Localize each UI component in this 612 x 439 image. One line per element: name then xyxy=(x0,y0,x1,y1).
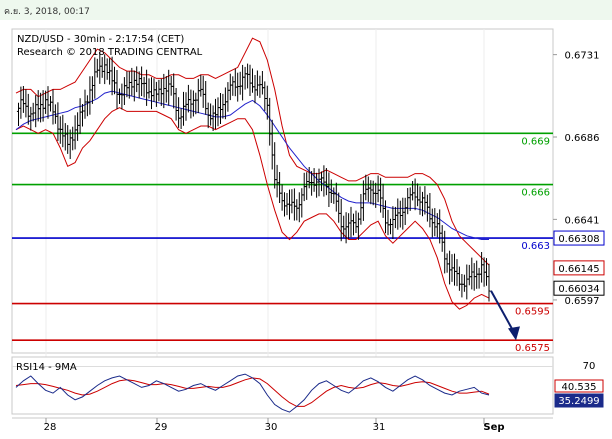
rsi-ma-badge-box xyxy=(554,379,604,393)
bollinger-upper-line xyxy=(15,37,490,266)
y-tick-label: 0.6597 xyxy=(565,296,600,307)
rsi-label: RSI14 - 9MA xyxy=(16,362,77,373)
timestamp-label: ค.ย. 3, 2018, 00:17 xyxy=(4,7,90,17)
rsi-level-tick: 70 xyxy=(583,361,596,372)
level-label: 0.669 xyxy=(521,136,550,147)
rsi-badge-box xyxy=(554,393,604,408)
rsi-line xyxy=(15,373,490,413)
rsi-ma-badge-label: 40.535 xyxy=(562,382,597,393)
y-tick-label: 0.6731 xyxy=(565,51,600,62)
x-axis: 28 29 30 31 Sep xyxy=(44,418,505,433)
x-tick-label: 29 xyxy=(155,422,168,433)
x-tick-label: 28 xyxy=(44,422,57,433)
chart-title: NZD/USD - 30min - 2:17:54 (CET) xyxy=(17,34,184,45)
rsi-pane xyxy=(11,356,554,415)
chart-header-bar: ค.ย. 3, 2018, 00:17 xyxy=(0,0,612,20)
forecast-arrow-head xyxy=(508,326,520,341)
level-label: 0.666 xyxy=(521,188,550,199)
rsi-badge-label: 35.2499 xyxy=(558,396,599,407)
y-tick-label: 0.6686 xyxy=(565,133,600,144)
price-badge-label: 0.66308 xyxy=(558,234,599,245)
bollinger-lower-line xyxy=(15,107,490,310)
level-label: 0.6595 xyxy=(515,307,550,318)
chart-subtitle: Research © 2018 TRADING CENTRAL xyxy=(17,47,203,58)
level-label: 0.663 xyxy=(521,241,550,252)
y-axis: 0.6731 0.6686 0.6641 0.6597 xyxy=(553,51,600,307)
y-tick-label: 0.6641 xyxy=(565,215,600,226)
price-badge-box xyxy=(553,230,605,246)
forecast-arrow xyxy=(490,290,520,341)
x-tick-label: 30 xyxy=(265,422,278,433)
rsi-lines xyxy=(12,366,553,413)
candles xyxy=(16,51,491,302)
price-badge-box xyxy=(553,260,605,276)
rsi-badges: 40.535 35.2499 xyxy=(554,379,604,408)
price-badge-box xyxy=(553,280,605,296)
forecast-arrow-shaft xyxy=(490,290,515,333)
price-badges: 0.66308 0.66145 0.66034 xyxy=(553,230,605,296)
level-label: 0.6575 xyxy=(515,343,550,354)
x-tick-label: 31 xyxy=(373,422,386,433)
price-badge-label: 0.66034 xyxy=(558,284,599,295)
price-badge-label: 0.66145 xyxy=(558,264,599,275)
x-tick-label: Sep xyxy=(483,422,504,433)
